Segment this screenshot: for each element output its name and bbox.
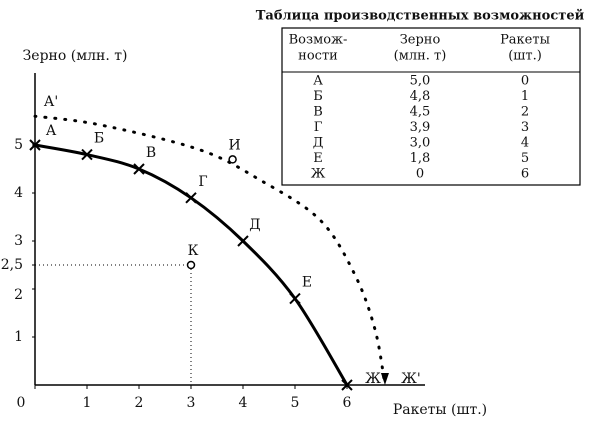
- point-label: А': [44, 94, 58, 110]
- y-tick-label: 2: [14, 287, 23, 303]
- table-title: Таблица производственных возможностей: [256, 9, 585, 24]
- table: Возмож-ности Зерно(млн. т) Ракеты(шт.) А 5,0…: [289, 33, 550, 182]
- table-cell: 3,0: [410, 136, 431, 151]
- x-tick-label: 5: [291, 395, 300, 411]
- point-label: А: [46, 123, 57, 139]
- y-tick-label: 5: [14, 137, 23, 153]
- y-tick-label: 4: [14, 185, 23, 201]
- point-marker: [29, 139, 41, 151]
- table-cell: Е: [313, 151, 323, 166]
- table-cell: 1,8: [410, 151, 431, 166]
- table-cell: Б: [313, 89, 323, 104]
- y-tick-label: 2,5: [1, 257, 23, 273]
- table-cell: 3: [521, 120, 529, 135]
- x-tick-label: 2: [135, 395, 144, 411]
- table-header: ности: [298, 49, 338, 64]
- point-marker: [237, 235, 249, 247]
- y-axis-label: Зерно (млн. т): [23, 48, 128, 64]
- guide-line: [35, 264, 192, 385]
- table-cell: Г: [314, 120, 323, 135]
- x-tick-label: 6: [343, 395, 352, 411]
- table-cell: 5,0: [410, 74, 431, 89]
- arrow-head: [380, 373, 389, 385]
- x-tick-label: 4: [239, 395, 248, 411]
- table-header: Ракеты: [500, 33, 550, 48]
- point: [186, 260, 196, 270]
- point-marker: [289, 292, 301, 305]
- point-marker: [185, 192, 197, 204]
- table-cell: 0: [416, 167, 424, 182]
- point-label: Ж': [401, 371, 421, 387]
- table-cell: 4,8: [410, 89, 431, 104]
- table-header: Возмож-: [289, 33, 348, 48]
- x-axis-label: Ракеты (шт.): [393, 402, 487, 418]
- point-label: Г: [198, 174, 207, 190]
- table-cell: 1: [521, 89, 529, 104]
- point-label: Б: [94, 131, 104, 147]
- y-tick-label: 1: [14, 329, 23, 345]
- x-tick-label: 1: [83, 395, 92, 411]
- table-cell: Ж: [311, 167, 326, 182]
- table-header: (шт.): [508, 49, 542, 64]
- point-label: Е: [302, 275, 312, 291]
- table-cell: 4: [521, 136, 529, 151]
- point-marker: [133, 163, 145, 175]
- point: [228, 155, 237, 164]
- point-marker: [81, 148, 93, 161]
- point-marker: [341, 379, 353, 391]
- curve: [33, 114, 387, 387]
- x-tick-label: 0: [17, 395, 26, 411]
- table-cell: 3,9: [410, 120, 431, 135]
- table-header: Зерно: [400, 33, 441, 48]
- table-cell: Д: [313, 136, 324, 151]
- table-cell: 4,5: [410, 105, 431, 120]
- point-label: К: [188, 243, 199, 259]
- point-label: Д: [249, 217, 260, 233]
- y-tick-label: 3: [14, 233, 23, 249]
- table-cell: 5: [521, 151, 529, 166]
- table-cell: 2: [521, 105, 529, 120]
- table-cell: А: [313, 74, 323, 89]
- x-tick-label: 3: [187, 395, 196, 411]
- table-frame: [281, 27, 581, 186]
- point-label: Ж: [365, 371, 381, 387]
- point-label: В: [146, 145, 156, 161]
- table-cell: В: [313, 105, 323, 120]
- table-header: (млн. т): [394, 49, 447, 64]
- table-cell: 6: [521, 167, 529, 182]
- point-label: И: [228, 137, 240, 153]
- table-cell: 0: [521, 74, 529, 89]
